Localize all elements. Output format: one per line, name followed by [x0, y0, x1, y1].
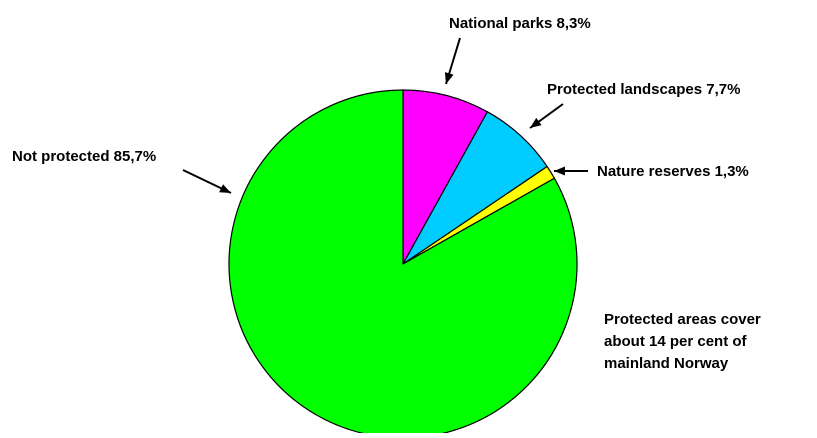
annotation-line-1: Protected areas cover	[604, 311, 761, 328]
label-nature-reserves: Nature reserves 1,3%	[597, 163, 749, 180]
arrow-not-protected	[182, 169, 232, 194]
label-not-protected: Not protected 85,7%	[12, 148, 156, 165]
annotation-line-3: mainland Norway	[604, 355, 729, 372]
annotation-line-2: about 14 per cent of	[604, 333, 748, 350]
pie-slice-national-parks	[402, 89, 488, 265]
arrow-national-parks	[444, 37, 461, 85]
label-protected-landscapes: Protected landscapes 7,7%	[547, 81, 740, 98]
arrow-protected-landscapes	[529, 103, 564, 129]
label-national-parks: National parks 8,3%	[449, 15, 591, 32]
label-arrows	[182, 37, 588, 194]
pie-slice-not-protected	[228, 89, 578, 438]
arrow-nature-reserves	[554, 166, 588, 176]
pie-slices	[228, 89, 578, 438]
